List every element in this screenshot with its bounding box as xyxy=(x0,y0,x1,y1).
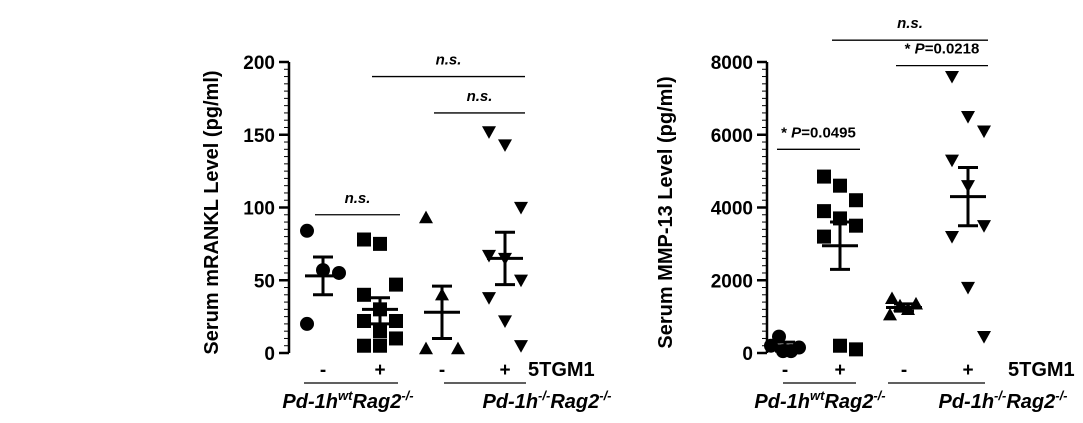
data-point-triangle-down xyxy=(977,331,991,344)
treatment-label: + xyxy=(962,360,973,381)
y-tick-label: 6000 xyxy=(711,126,753,147)
data-point-circle xyxy=(300,316,314,331)
data-point-square xyxy=(357,338,371,353)
data-point-triangle-down xyxy=(482,292,496,305)
data-point-triangle-down xyxy=(945,231,959,244)
data-point-triangle-up xyxy=(419,341,433,355)
data-point-triangle-down xyxy=(961,281,975,295)
y-tick-label: 4000 xyxy=(711,199,753,220)
y-tick-label: 50 xyxy=(254,271,275,292)
data-point-triangle-up xyxy=(883,307,897,321)
y-tick-label: 8000 xyxy=(711,53,753,74)
significance-label: n.s. xyxy=(897,15,923,32)
data-point-triangle-down xyxy=(482,249,496,263)
significance-label: * P=0.0218 xyxy=(905,41,980,58)
data-point-square xyxy=(817,169,831,184)
data-point-square xyxy=(357,313,371,328)
y-tick-label: 200 xyxy=(243,53,275,74)
data-point-square xyxy=(849,342,863,357)
data-point-triangle-up xyxy=(451,341,465,355)
data-point-square xyxy=(357,287,371,302)
data-point-square xyxy=(389,277,403,292)
data-point-triangle-up xyxy=(419,210,433,224)
y-tick-label: 0 xyxy=(264,344,275,365)
group-label: Pd-1hwtRag2-/- xyxy=(282,388,413,413)
data-point-triangle-down xyxy=(514,201,528,215)
data-point-square xyxy=(373,338,387,353)
data-point-square xyxy=(849,218,863,233)
data-point-triangle-down xyxy=(977,125,991,139)
data-point-triangle-down xyxy=(945,70,959,84)
y-tick-label: 100 xyxy=(243,199,275,220)
group-label: Pd-1h-/-Rag2-/- xyxy=(938,388,1067,413)
y-tick-label: 2000 xyxy=(711,271,753,292)
data-point-triangle-down xyxy=(514,340,528,353)
treatment-label: - xyxy=(439,360,445,381)
treatment-label: - xyxy=(901,360,907,381)
treatment-label: + xyxy=(374,360,385,381)
condition-label: 5TGM1 xyxy=(528,359,595,381)
data-point-square xyxy=(833,178,847,193)
data-point-triangle-down xyxy=(498,315,512,328)
data-point-square xyxy=(849,193,863,208)
significance-label: n.s. xyxy=(467,88,493,105)
data-point-triangle-down xyxy=(977,220,991,233)
treatment-label: - xyxy=(782,360,788,381)
data-point-square xyxy=(373,324,387,339)
significance-label: n.s. xyxy=(345,190,371,207)
significance-label: n.s. xyxy=(436,52,462,69)
data-point-circle xyxy=(332,265,346,280)
mmp13-panel: 0 2000 4000 6000 8000 Serum MMP-13 Level (pg/… xyxy=(655,15,1075,413)
data-point-circle xyxy=(772,329,786,344)
group-label: Pd-1hwtRag2-/- xyxy=(754,388,885,413)
group-label: Pd-1h-/-Rag2-/- xyxy=(482,388,611,413)
data-point-triangle-up xyxy=(885,291,899,305)
data-point-triangle-down xyxy=(945,154,959,168)
mrankl-panel: 0 50 100 150 200 Serum mRANKL Level (pg/ml) - +… xyxy=(201,52,612,413)
y-axis-label: Serum MMP-13 Level (pg/ml) xyxy=(655,76,677,348)
treatment-label: + xyxy=(499,360,510,381)
y-axis-label: Serum mRANKL Level (pg/ml) xyxy=(201,70,223,354)
data-point-triangle-down xyxy=(498,139,512,152)
data-point-square xyxy=(373,236,387,251)
y-tick-label: 150 xyxy=(243,126,275,147)
condition-label: 5TGM1 xyxy=(1008,359,1075,381)
y-tick-label: 0 xyxy=(742,344,753,365)
data-point-square xyxy=(389,313,403,328)
significance-label: * P=0.0495 xyxy=(781,124,856,141)
data-point-square xyxy=(389,331,403,346)
treatment-label: + xyxy=(834,360,845,381)
data-point-circle xyxy=(300,223,314,238)
data-point-triangle-down xyxy=(514,274,528,288)
data-point-triangle-down xyxy=(482,126,496,139)
data-point-square xyxy=(817,229,831,244)
treatment-label: - xyxy=(320,360,326,381)
data-point-square xyxy=(817,204,831,219)
data-point-square xyxy=(833,338,847,353)
data-point-triangle-down xyxy=(961,110,975,124)
data-point-square xyxy=(357,232,371,247)
